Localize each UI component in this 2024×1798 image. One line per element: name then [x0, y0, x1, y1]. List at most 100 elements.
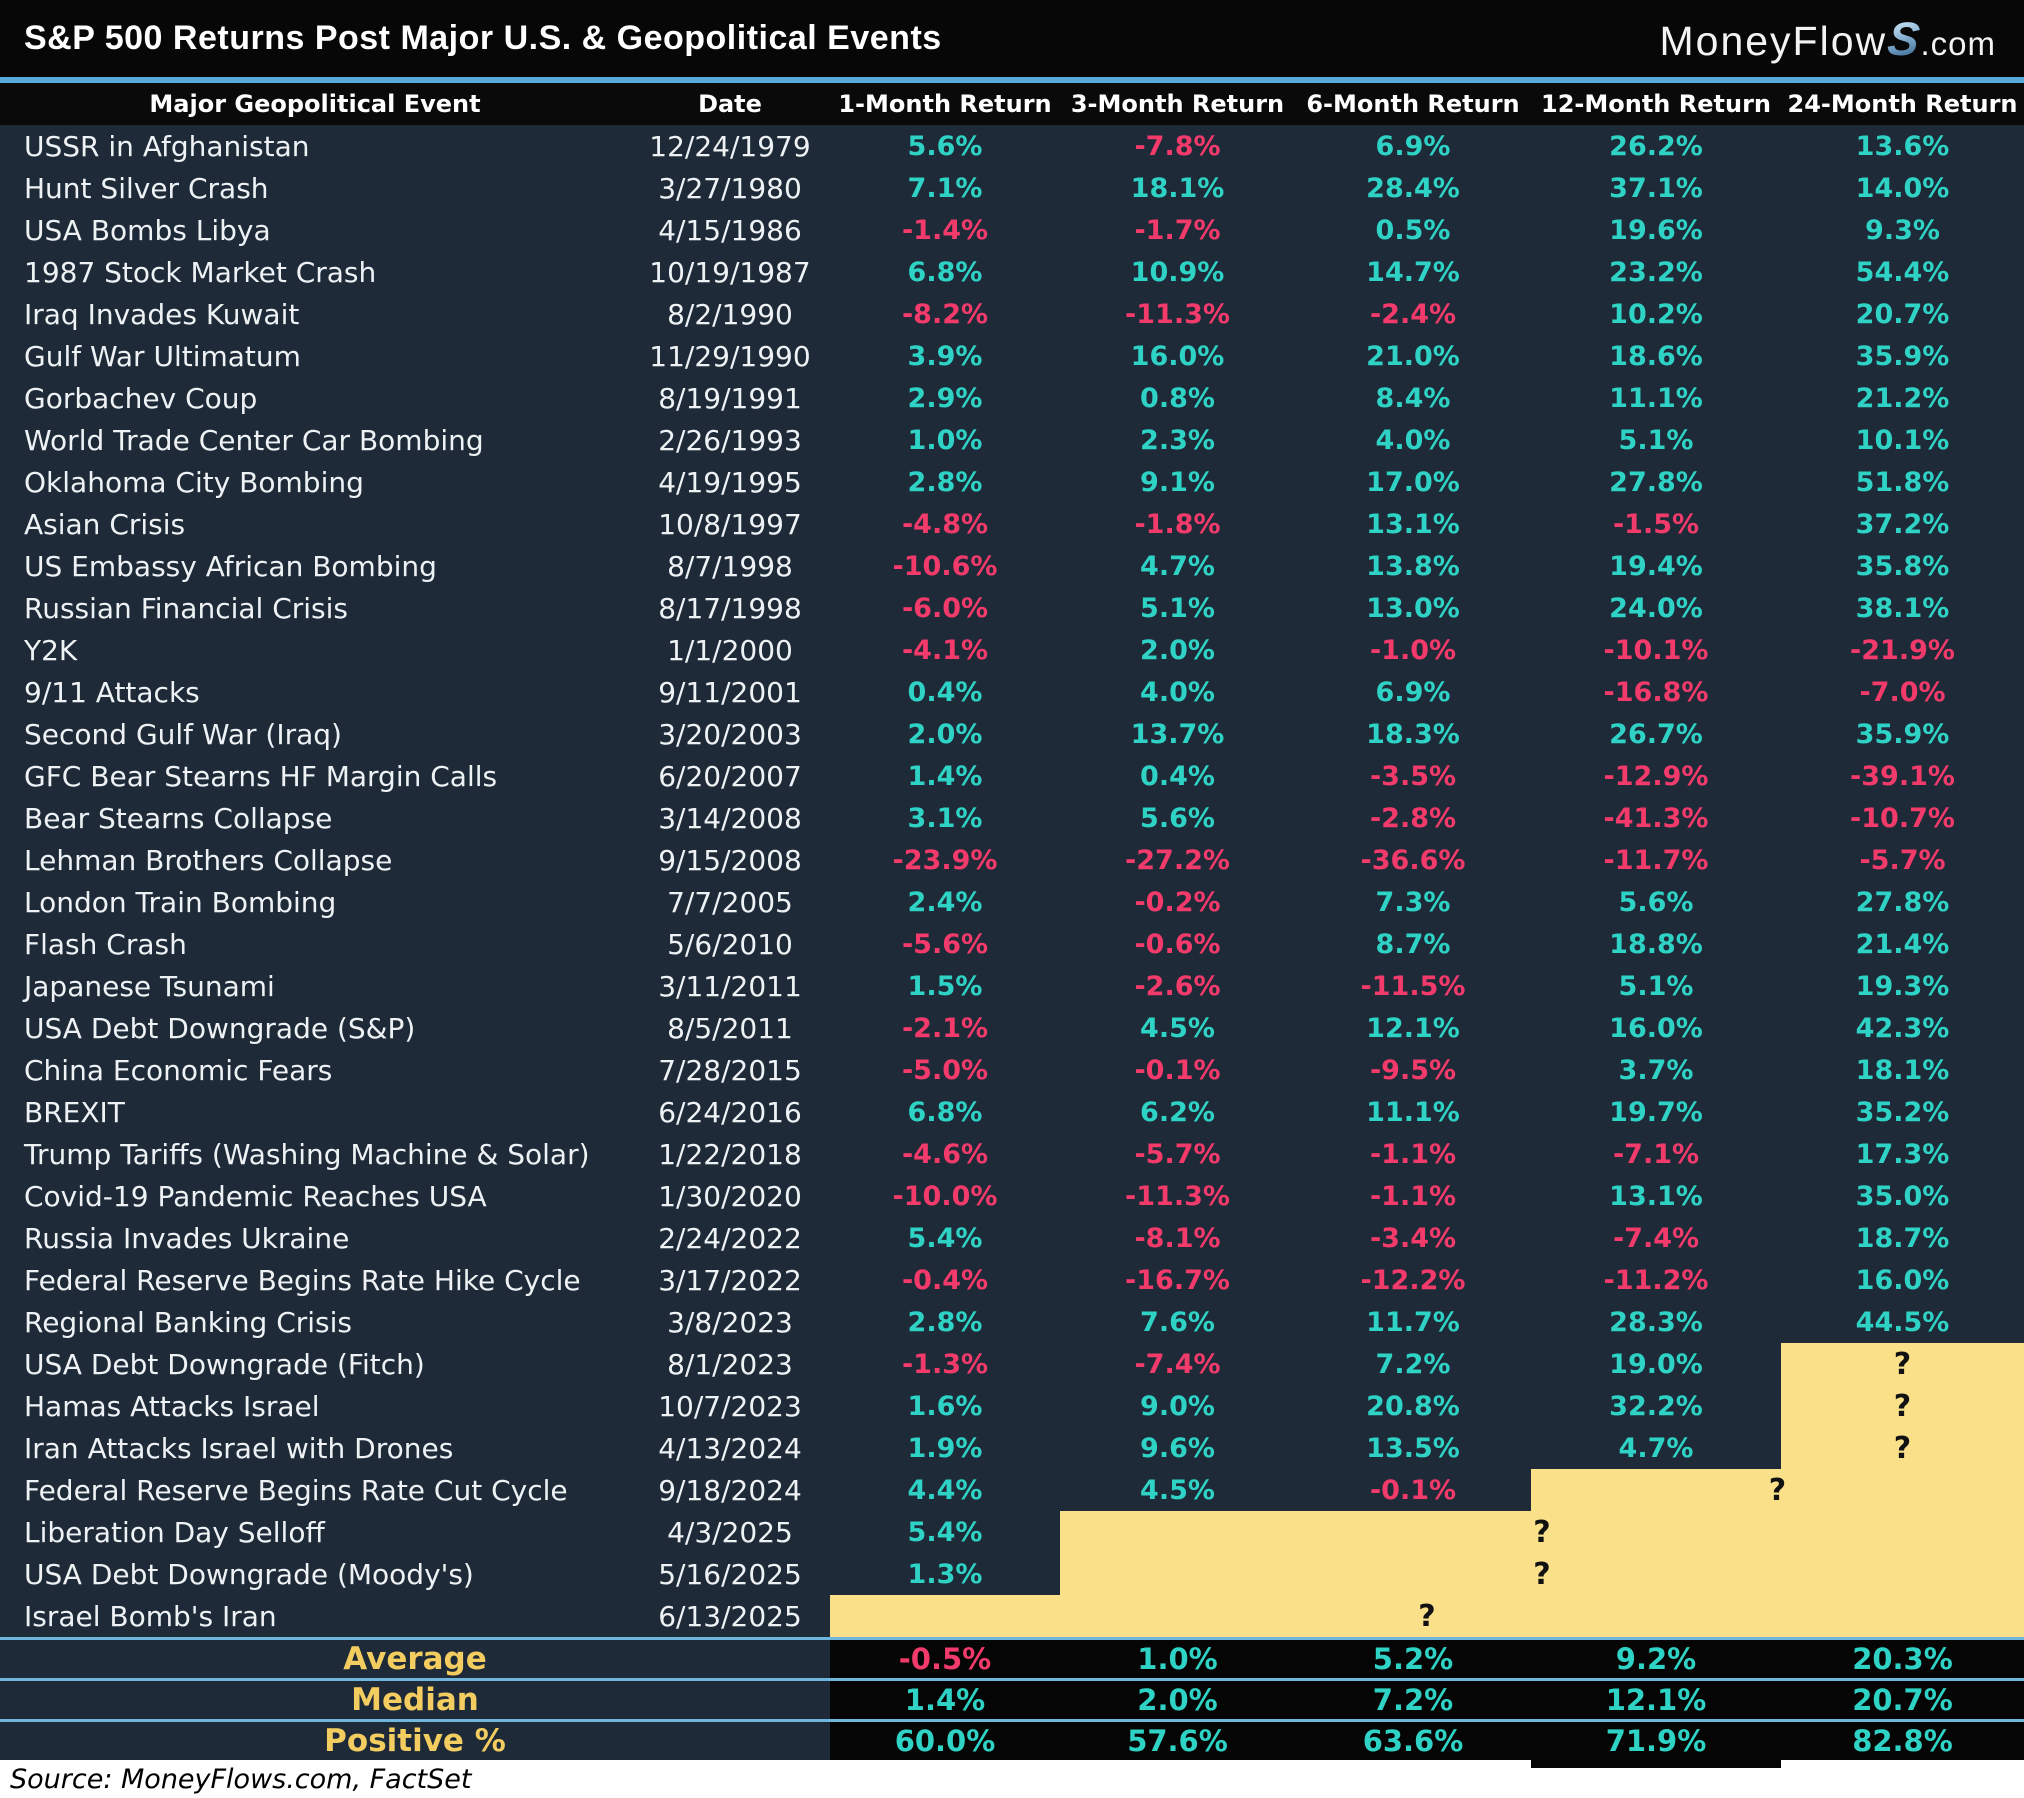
column-header-24-month: 24-Month Return	[1787, 90, 2018, 118]
return-cell: -12.2%	[1360, 1264, 1466, 1296]
table-header-row: Major Geopolitical Event Date 1-Month Re…	[0, 83, 2024, 125]
event-cell: Gulf War Ultimatum	[24, 339, 301, 373]
return-cell: 44.5%	[1855, 1306, 1950, 1338]
table-row: Hunt Silver Crash 3/27/1980 7.1% 18.1% 28.4%…	[0, 167, 2024, 209]
date-cell: 12/24/1979	[649, 129, 811, 163]
pending-return-cell: ?	[1531, 1469, 2024, 1511]
summary-row: Average -0.5% 1.0% 5.2% 9.2% 20.3%	[0, 1637, 2024, 1678]
return-cell: 23.2%	[1609, 256, 1703, 288]
return-cell: 3.1%	[907, 802, 983, 834]
summary-value-cell: 9.2%	[1615, 1642, 1697, 1676]
return-cell: 1.9%	[907, 1432, 983, 1464]
table-row: Trump Tariffs (Washing Machine & Solar) 1…	[0, 1133, 2024, 1175]
event-cell: Gorbachev Coup	[24, 381, 258, 415]
return-cell: -11.5%	[1360, 970, 1466, 1002]
return-cell: -1.0%	[1369, 634, 1457, 666]
date-cell: 6/20/2007	[658, 759, 802, 793]
return-cell: 28.3%	[1609, 1306, 1703, 1338]
return-cell: 35.9%	[1855, 340, 1950, 372]
return-cell: 2.3%	[1140, 424, 1215, 456]
return-cell: -4.8%	[901, 508, 989, 540]
return-cell: -9.5%	[1369, 1054, 1457, 1086]
return-cell: 18.3%	[1366, 718, 1460, 750]
event-cell: China Economic Fears	[24, 1053, 333, 1087]
return-cell: -10.1%	[1603, 634, 1709, 666]
table-row: USA Debt Downgrade (Fitch) 8/1/2023 -1.3% -…	[0, 1343, 2024, 1385]
event-cell: Regional Banking Crisis	[24, 1305, 353, 1339]
return-cell: 5.6%	[1618, 886, 1694, 918]
event-cell: Federal Reserve Begins Rate Hike Cycle	[24, 1263, 581, 1297]
return-cell: -4.6%	[901, 1138, 989, 1170]
table-row: USA Debt Downgrade (S&P) 8/5/2011 -2.1% 4.5…	[0, 1007, 2024, 1049]
return-cell: -2.8%	[1369, 802, 1457, 834]
event-cell: Japanese Tsunami	[24, 969, 275, 1003]
table-row: World Trade Center Car Bombing 2/26/1993 1…	[0, 419, 2024, 461]
return-cell: 12.1%	[1366, 1012, 1460, 1044]
return-cell: 37.2%	[1855, 508, 1950, 540]
return-cell: -0.1%	[1134, 1054, 1221, 1086]
return-cell: 9.6%	[1140, 1432, 1215, 1464]
table-row: Japanese Tsunami 3/11/2011 1.5% -2.6% -11.5%…	[0, 965, 2024, 1007]
date-cell: 8/17/1998	[658, 591, 802, 625]
event-cell: Iran Attacks Israel with Drones	[24, 1431, 454, 1465]
summary-value-cell: 63.6%	[1362, 1724, 1464, 1758]
return-cell: 2.4%	[907, 886, 983, 918]
return-cell: 10.2%	[1609, 298, 1703, 330]
return-cell: 35.2%	[1855, 1096, 1950, 1128]
return-cell: 26.7%	[1609, 718, 1703, 750]
date-cell: 1/30/2020	[658, 1179, 802, 1213]
return-cell: 1.0%	[907, 424, 983, 456]
column-header-1-month: 1-Month Return	[838, 90, 1052, 118]
return-cell: 7.3%	[1375, 886, 1451, 918]
return-cell: 19.4%	[1609, 550, 1703, 582]
summary-value-cell: 57.6%	[1127, 1724, 1228, 1758]
pending-return-cell: ?	[1060, 1553, 2024, 1595]
event-cell: USA Debt Downgrade (Fitch)	[24, 1347, 425, 1381]
date-cell: 9/11/2001	[658, 675, 802, 709]
return-cell: -11.7%	[1603, 844, 1709, 876]
event-cell: Hunt Silver Crash	[24, 171, 269, 205]
summary-value-cell: 20.7%	[1852, 1683, 1953, 1717]
return-cell: -16.8%	[1603, 676, 1709, 708]
summary-value-cell: 71.9%	[1605, 1724, 1707, 1758]
return-cell: 4.5%	[1140, 1474, 1215, 1506]
source-note: Source: MoneyFlows.com, FactSet	[10, 1763, 472, 1795]
table-row: Gorbachev Coup 8/19/1991 2.9% 0.8% 8.4% 11.1%…	[0, 377, 2024, 419]
return-cell: -7.4%	[1612, 1222, 1700, 1254]
table-row: 9/11 Attacks 9/11/2001 0.4% 4.0% 6.9% -16.8% -…	[0, 671, 2024, 713]
date-cell: 8/1/2023	[667, 1347, 793, 1381]
return-cell: 16.0%	[1855, 1264, 1950, 1296]
return-cell: 8.7%	[1375, 928, 1451, 960]
date-cell: 3/8/2023	[667, 1305, 793, 1339]
return-cell: -0.1%	[1369, 1474, 1457, 1506]
table-row: Russia Invades Ukraine 2/24/2022 5.4% -8.1%…	[0, 1217, 2024, 1259]
return-cell: 6.8%	[907, 1096, 983, 1128]
return-cell: 19.7%	[1609, 1096, 1703, 1128]
table-bottom-artifact	[1531, 1760, 1781, 1768]
date-cell: 7/7/2005	[667, 885, 793, 919]
table-row: Oklahoma City Bombing 4/19/1995 2.8% 9.1% 17…	[0, 461, 2024, 503]
return-cell: 38.1%	[1855, 592, 1950, 624]
column-header-3-month: 3-Month Return	[1070, 90, 1285, 118]
return-cell: 9.0%	[1140, 1390, 1215, 1422]
event-cell: Bear Stearns Collapse	[24, 801, 333, 835]
return-cell: 24.0%	[1609, 592, 1703, 624]
return-cell: -2.1%	[901, 1012, 989, 1044]
table-row: Hamas Attacks Israel 10/7/2023 1.6% 9.0% 20.…	[0, 1385, 2024, 1427]
event-cell: 9/11 Attacks	[24, 675, 200, 709]
event-cell: Covid-19 Pandemic Reaches USA	[24, 1179, 487, 1213]
return-cell: 5.6%	[1140, 802, 1215, 834]
return-cell: 13.1%	[1366, 508, 1460, 540]
date-cell: 7/28/2015	[658, 1053, 802, 1087]
table-row: Second Gulf War (Iraq) 3/20/2003 2.0% 13.7%…	[0, 713, 2024, 755]
return-cell: 4.0%	[1375, 424, 1451, 456]
return-cell: -3.5%	[1369, 760, 1457, 792]
return-cell: 4.4%	[907, 1474, 983, 1506]
summary-value-cell: 12.1%	[1605, 1683, 1707, 1717]
return-cell: 16.0%	[1130, 340, 1225, 372]
return-cell: -8.2%	[901, 298, 989, 330]
column-header-6-month: 6-Month Return	[1306, 90, 1520, 118]
return-cell: -1.5%	[1612, 508, 1700, 540]
return-cell: 18.8%	[1609, 928, 1703, 960]
table-row: Liberation Day Selloff 4/3/2025 5.4%?	[0, 1511, 2024, 1553]
